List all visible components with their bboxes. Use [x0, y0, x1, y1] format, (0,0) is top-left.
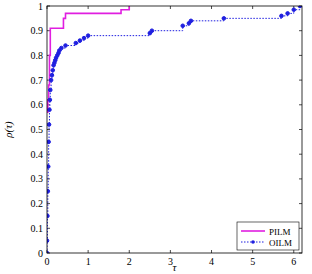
y-tick-label: 0.1	[31, 223, 44, 234]
marker	[82, 36, 86, 40]
legend-label: OILM	[269, 238, 292, 248]
x-axis-label: τ	[173, 261, 178, 273]
marker	[292, 8, 296, 12]
marker	[49, 78, 53, 82]
marker	[181, 24, 185, 28]
marker	[48, 98, 52, 102]
y-tick	[299, 203, 302, 204]
y-tick-label: 0.8	[31, 50, 44, 61]
marker	[86, 34, 90, 38]
marker	[286, 12, 290, 16]
y-tick	[299, 55, 302, 56]
y-tick-label: 0.6	[31, 99, 44, 110]
y-tick-label: 0.2	[31, 198, 44, 209]
marker	[47, 140, 50, 144]
x-tick	[170, 6, 171, 9]
marker	[60, 46, 64, 50]
marker	[64, 44, 68, 48]
marker	[47, 123, 51, 127]
legend-box	[237, 222, 299, 250]
y-tick-label: 0.3	[31, 173, 44, 184]
y-tick	[299, 104, 302, 105]
y-tick-label: 0	[38, 248, 43, 259]
frame	[47, 6, 302, 253]
x-tick-label: 6	[291, 256, 296, 267]
y-tick	[299, 178, 302, 179]
series-line	[47, 6, 300, 253]
marker	[47, 165, 50, 169]
legend-swatch	[241, 230, 265, 232]
marker	[48, 108, 52, 112]
y-tick	[299, 154, 302, 155]
plot-area	[47, 6, 302, 253]
x-tick	[211, 6, 212, 9]
y-tick	[299, 80, 302, 81]
x-tick-label: 4	[209, 256, 214, 267]
y-tick	[299, 228, 302, 229]
x-tick	[88, 6, 89, 9]
chart: 012345600.10.20.30.40.50.60.70.80.91τρ(τ…	[0, 0, 312, 274]
marker	[189, 19, 193, 23]
x-tick-label: 1	[86, 256, 91, 267]
x-tick-label: 5	[250, 256, 255, 267]
marker	[150, 29, 154, 33]
y-tick-label: 0.5	[31, 124, 44, 135]
marker	[50, 73, 54, 77]
y-tick	[299, 30, 302, 31]
y-tick	[47, 129, 50, 130]
marker	[74, 41, 78, 45]
series-line	[47, 6, 129, 112]
y-tick-label: 0.9	[31, 25, 44, 36]
marker	[78, 39, 82, 43]
x-tick	[88, 250, 89, 253]
x-tick-label: 0	[45, 256, 50, 267]
marker	[51, 68, 55, 72]
y-axis-label: ρ(τ)	[2, 121, 15, 139]
x-tick	[129, 250, 130, 253]
legend-marker	[251, 240, 255, 244]
x-tick	[293, 250, 294, 253]
y-tick	[299, 129, 302, 130]
legend-label: PILM	[269, 227, 291, 237]
x-tick	[211, 250, 212, 253]
x-tick	[252, 250, 253, 253]
marker	[280, 14, 284, 18]
x-tick	[170, 250, 171, 253]
x-tick-label: 2	[127, 256, 132, 267]
marker	[222, 17, 226, 21]
legend: PILMOILM	[237, 222, 299, 250]
y-tick-label: 1	[38, 1, 43, 12]
x-tick	[252, 6, 253, 9]
y-tick	[47, 203, 50, 204]
y-tick-label: 0.7	[31, 75, 44, 86]
marker	[48, 88, 52, 92]
y-tick-label: 0.4	[31, 149, 44, 160]
